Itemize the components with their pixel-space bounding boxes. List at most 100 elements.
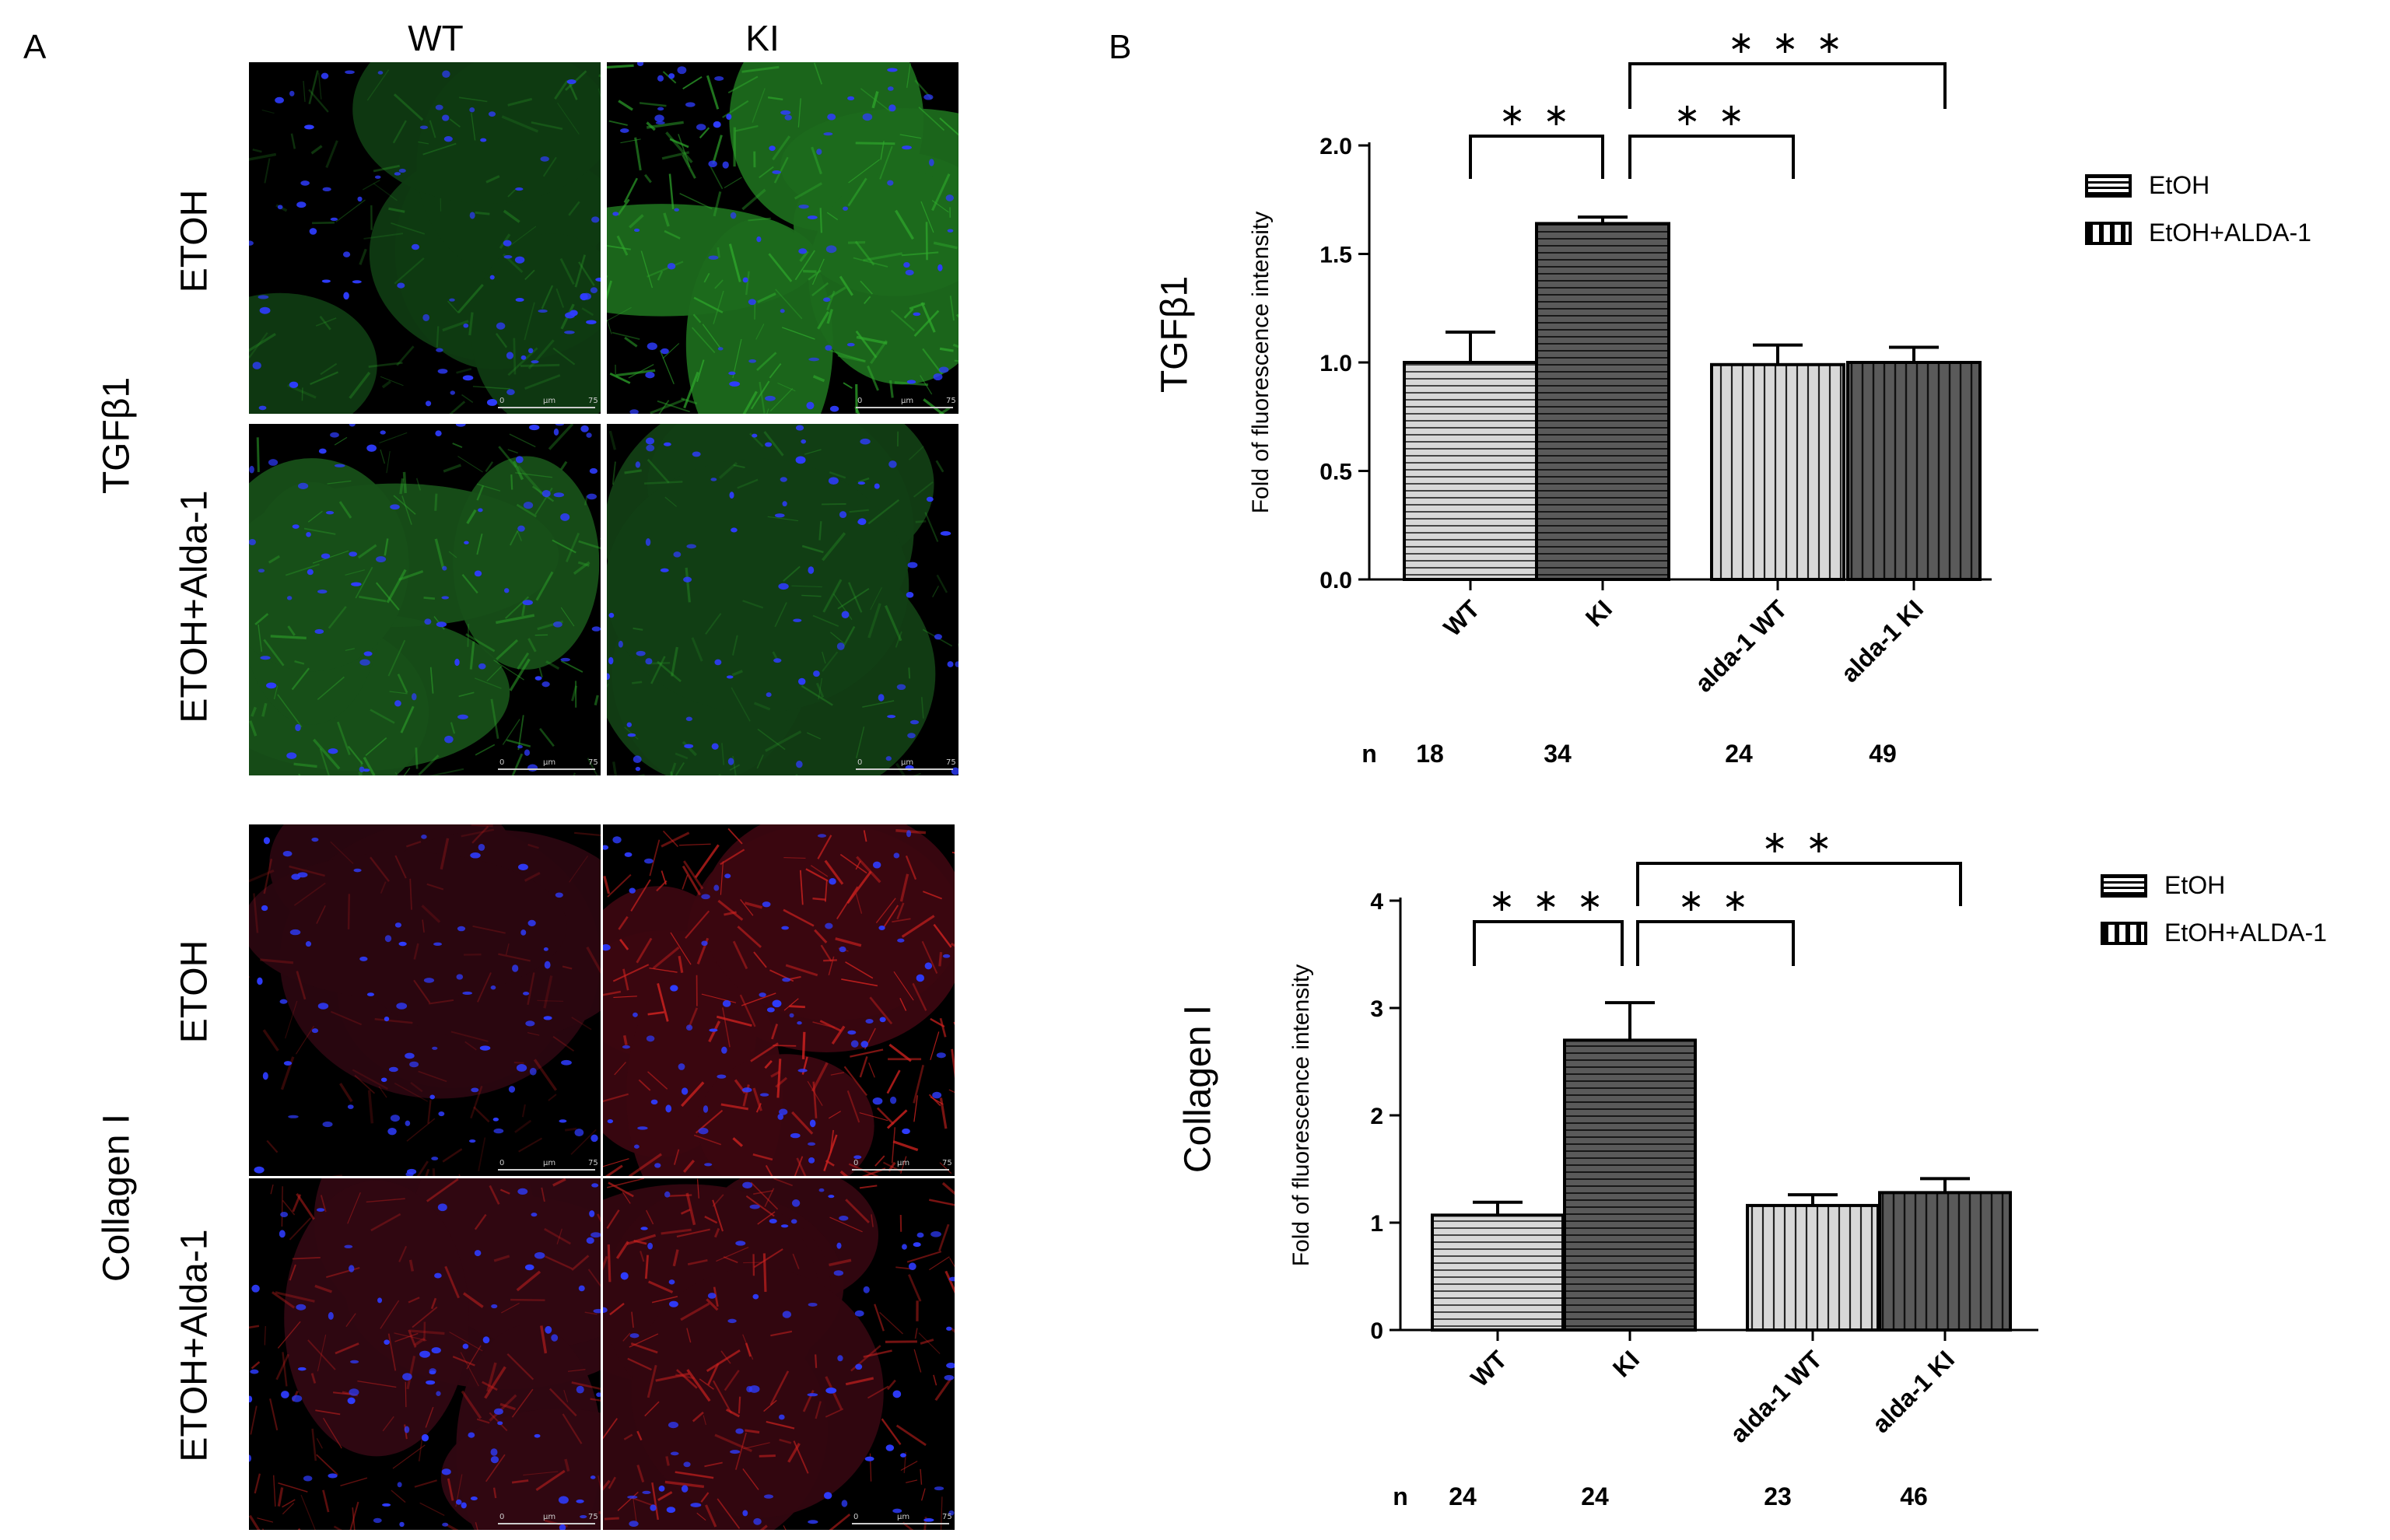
- n-label: n: [1393, 1482, 1408, 1510]
- y-tick-label: 1.0: [1319, 351, 1352, 376]
- row-label-collagen-etoh: ETOH: [173, 940, 216, 1044]
- legend-item-etoh: EtOH: [2085, 171, 2311, 200]
- x-tick-label: WT: [1438, 594, 1485, 642]
- scale-bar-label: 75: [588, 1159, 598, 1167]
- y-tick-label: 2.0: [1319, 134, 1352, 159]
- row-label-collagen-alda: ETOH+Alda-1: [173, 1229, 216, 1462]
- n-label: n: [1361, 740, 1377, 768]
- significance-stars: ∗ ∗: [1761, 825, 1836, 859]
- legend-label-etoh: EtOH: [2149, 171, 2210, 199]
- n-value: 24: [1725, 740, 1753, 768]
- legend-label-etoh: EtOH: [2164, 871, 2226, 899]
- legend-swatch-vertical: [2085, 221, 2132, 245]
- scale-bar-label: 0: [857, 758, 862, 767]
- y-tick-label: 0: [1370, 1318, 1383, 1344]
- significance-stars: ∗ ∗: [1674, 98, 1749, 132]
- chart2-side-label: Collagen I: [1177, 1004, 1219, 1174]
- bar-alda-1-ki: [1878, 1191, 2012, 1332]
- scale-bar-label: 0: [853, 1513, 858, 1521]
- column-header-wt: WT: [408, 18, 464, 58]
- bar-ki: [1563, 1038, 1697, 1332]
- significance-bracket: [1628, 62, 1947, 109]
- legend-swatch-horizontal: [2085, 173, 2132, 198]
- y-axis-label: Fold of fluorescence intensity: [1288, 964, 1314, 1267]
- n-value: 49: [1869, 740, 1897, 768]
- y-tick-label: 1: [1370, 1211, 1383, 1237]
- scale-bar-label: 0: [857, 397, 862, 405]
- scale-bar-label: 75: [588, 1513, 598, 1521]
- x-tick-label: WT: [1465, 1345, 1512, 1392]
- chart-collagen: Fold of fluorescence intensity 0 1 2 3 4 WT 24 K…: [1288, 825, 2038, 1510]
- scale-bar-label: μm: [543, 1513, 555, 1521]
- scale-bar-label: μm: [897, 1513, 909, 1521]
- y-tick-label: 4: [1370, 889, 1383, 915]
- row-label-tgfb1-etoh: ETOH: [173, 189, 216, 293]
- bar-alda-1-wt: [1710, 362, 1845, 581]
- x-tick-label: alda-1 KI: [1835, 594, 1929, 688]
- n-value: 46: [1900, 1482, 1928, 1510]
- legend-item-etoh: EtOH: [2101, 871, 2327, 900]
- micrograph-collagen-wt-etoh: 0 μm 75: [249, 824, 601, 1176]
- x-tick-label: alda-1 WT: [1690, 594, 1793, 698]
- panel-b-letter: B: [1109, 28, 1132, 66]
- micrograph-tgfb1-ki-alda: 0 μm 75: [607, 424, 958, 775]
- significance-stars: ∗ ∗: [1499, 98, 1574, 132]
- legend-label-etoh-alda: EtOH+ALDA-1: [2149, 219, 2311, 247]
- row-label-tgfb1-alda: ETOH+Alda-1: [173, 490, 216, 723]
- chart1-side-label: TGFβ1: [1154, 275, 1196, 394]
- bar-wt: [1431, 1213, 1565, 1332]
- scale-bar-label: 0: [499, 1159, 504, 1167]
- section-label-tgfb1: TGFβ1: [96, 376, 138, 495]
- column-header-ki: KI: [745, 18, 780, 58]
- micrograph-tgfb1-wt-etoh: 0 μm 75: [249, 62, 601, 414]
- section-label-collagen: Collagen I: [96, 1113, 138, 1283]
- scale-bar-label: μm: [901, 397, 913, 405]
- scale-bar-label: 75: [946, 758, 956, 767]
- scale-bar-label: 0: [499, 758, 504, 767]
- y-tick-label: 3: [1370, 996, 1383, 1022]
- legend-swatch-horizontal: [2101, 873, 2147, 898]
- chart-tgfb1: Fold of fluorescence intensity 0.0 0.5 1.0 1…: [1248, 26, 1992, 768]
- micrograph-tgfb1-ki-etoh: 0 μm 75: [607, 62, 958, 414]
- significance-stars: ∗ ∗: [1678, 884, 1753, 918]
- bar-ki: [1535, 222, 1670, 581]
- panel-a-letter: A: [23, 28, 47, 66]
- y-tick-label: 2: [1370, 1104, 1383, 1129]
- legend-chart2: EtOH EtOH+ALDA-1: [2101, 871, 2327, 947]
- x-tick-label: KI: [1580, 594, 1617, 632]
- y-tick-label: 1.5: [1319, 243, 1352, 268]
- micrograph-tgfb1-wt-alda: 0 μm 75: [249, 424, 601, 775]
- n-value: 18: [1416, 740, 1444, 768]
- scale-bar-label: 0: [499, 1513, 504, 1521]
- micrograph-collagen-ki-alda: 0 μm 75: [603, 1178, 955, 1530]
- significance-bracket: [1636, 862, 1962, 906]
- y-tick-label: 0.5: [1319, 460, 1352, 485]
- significance-stars: ∗ ∗ ∗: [1728, 26, 1847, 60]
- scale-bar-label: μm: [897, 1159, 909, 1167]
- scale-bar-label: 75: [588, 397, 598, 405]
- y-axis-label: Fold of fluorescence intensity: [1248, 212, 1274, 514]
- legend-label-etoh-alda: EtOH+ALDA-1: [2164, 919, 2327, 947]
- scale-bar-label: 75: [588, 758, 598, 767]
- micrograph-collagen-wt-alda: 0 μm 75: [249, 1178, 601, 1530]
- significance-stars: ∗ ∗ ∗: [1489, 884, 1608, 918]
- x-tick-label: alda-1 WT: [1725, 1345, 1828, 1448]
- scale-bar-label: 75: [942, 1159, 952, 1167]
- x-tick-label: KI: [1607, 1345, 1645, 1382]
- y-tick-label: 0.0: [1319, 568, 1352, 593]
- scale-bar-label: 0: [853, 1159, 858, 1167]
- n-value: 24: [1449, 1482, 1477, 1510]
- scale-bar-label: 0: [499, 397, 504, 405]
- significance-bracket: [1473, 920, 1624, 966]
- scale-bar-label: μm: [901, 758, 913, 767]
- scale-bar-label: μm: [543, 397, 555, 405]
- significance-bracket: [1636, 920, 1795, 966]
- bar-alda-1-ki: [1846, 361, 1982, 581]
- n-value: 34: [1544, 740, 1572, 768]
- bar-alda-1-wt: [1746, 1203, 1880, 1332]
- significance-bracket: [1628, 135, 1795, 179]
- legend-item-etoh-alda: EtOH+ALDA-1: [2085, 219, 2311, 247]
- scale-bar-label: 75: [946, 397, 956, 405]
- legend-swatch-vertical: [2101, 921, 2147, 945]
- n-value: 24: [1581, 1482, 1609, 1510]
